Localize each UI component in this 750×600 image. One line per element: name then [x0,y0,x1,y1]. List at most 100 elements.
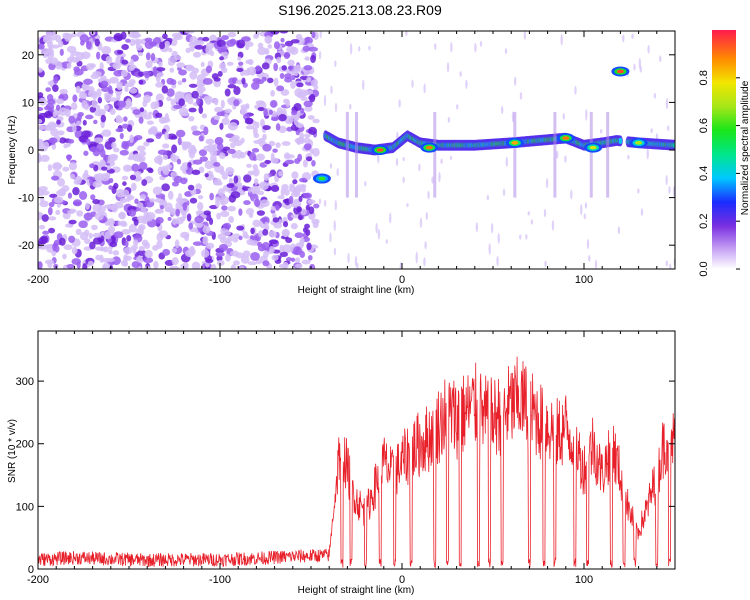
noise-speckle [121,175,129,181]
faint-streak [479,40,483,47]
noise-speckle [243,200,251,206]
noise-speckle [268,109,273,115]
noise-speckle [48,227,56,234]
faint-streak [423,257,426,267]
faint-streak [438,171,441,183]
noise-speckle [137,52,144,57]
noise-speckle [109,76,119,84]
noise-speckle [125,98,132,107]
noise-speckle [95,143,105,153]
faint-streak [646,148,649,160]
noise-speckle [312,221,319,229]
noise-speckle [121,123,129,129]
noise-speckle [59,237,66,246]
noise-speckle [109,241,118,248]
noise-speckle [135,175,142,182]
noise-speckle [105,257,115,263]
noise-speckle [97,96,103,104]
noise-speckle [279,31,289,34]
noise-speckle [144,40,154,49]
noise-speckle [67,139,75,144]
noise-speckle [128,65,135,72]
noise-speckle [214,136,224,145]
noise-speckle [197,195,204,200]
noise-speckle [189,197,198,204]
colorbar-tick-label: 0.8 [698,70,710,85]
noise-speckle [93,119,98,125]
noise-speckle [138,79,144,85]
noise-speckle [284,73,292,80]
noise-speckle [300,208,307,216]
noise-speckle [67,192,73,199]
noise-speckle [220,200,226,206]
noise-speckle [173,175,183,184]
noise-speckle [262,228,269,236]
faint-streak [349,43,353,55]
noise-speckle [42,230,50,235]
noise-speckle [50,175,60,181]
noise-speckle [84,114,94,120]
noise-speckle [123,247,133,255]
noise-speckle [300,96,308,101]
faint-streak [637,188,640,194]
noise-speckle [38,224,46,230]
noise-speckle [127,31,137,38]
noise-speckle [214,106,223,113]
noise-speckle [75,85,81,94]
noise-speckle [63,143,69,149]
noise-speckle [132,153,142,162]
noise-speckle [294,257,301,264]
noise-speckle [177,80,183,86]
faint-streak [545,178,549,189]
noise-speckle [89,163,95,169]
noise-speckle [136,255,145,263]
noise-speckle [175,129,186,138]
noise-speckle [155,81,164,88]
noise-speckle [147,111,153,116]
noise-speckle [202,36,210,42]
noise-speckle [131,163,140,172]
noise-speckle [205,258,214,264]
noise-speckle [52,161,62,171]
noise-speckle [299,239,305,248]
noise-speckle [303,65,313,71]
noise-speckle [158,230,169,238]
noise-speckle [145,52,151,61]
noise-speckle [263,250,269,259]
noise-speckle [280,89,290,96]
noise-speckle [108,185,113,190]
noise-speckle [87,90,97,98]
faint-streak [456,104,459,110]
noise-speckle [155,74,161,83]
noise-speckle [85,138,91,146]
faint-streak [617,226,621,235]
noise-speckle [305,156,313,162]
noise-speckle [280,37,285,43]
noise-speckle [284,40,294,47]
faint-streak [653,93,657,99]
chart-title: S196.2025.213.08.23.R09 [278,2,442,18]
noise-speckle [96,51,101,60]
noise-speckle [50,44,60,49]
noise-speckle [198,88,204,97]
noise-speckle [247,58,254,66]
vertical-smear [513,111,517,198]
noise-speckle [78,220,88,229]
noise-speckle [171,181,179,187]
noise-speckle [113,182,119,190]
faint-streak [336,168,339,177]
faint-streak [583,213,587,220]
noise-speckle [307,255,313,261]
noise-speckle [45,87,51,92]
spectrogram-x-axis-label: Height of straight line (km) [298,285,415,296]
noise-speckle [72,125,77,133]
noise-speckle [255,65,262,72]
noise-speckle [64,108,71,118]
noise-speckle [93,137,104,143]
faint-streak [562,113,565,120]
noise-speckle [142,71,152,76]
noise-speckle [126,235,132,242]
noise-speckle [231,233,241,240]
noise-speckle [245,208,255,215]
noise-speckle [289,46,299,55]
